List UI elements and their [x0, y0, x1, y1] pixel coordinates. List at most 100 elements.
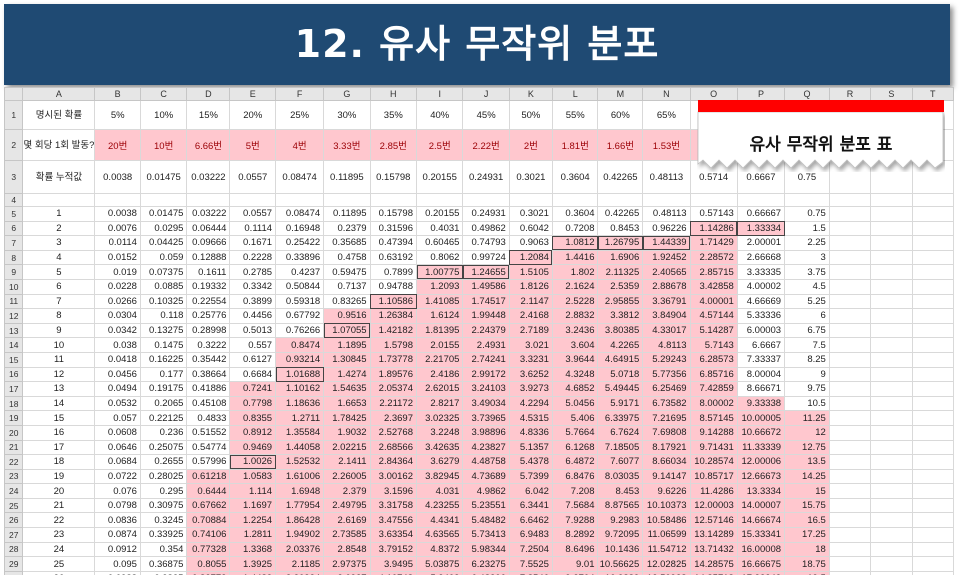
- value-cell[interactable]: 0.03222: [186, 206, 231, 222]
- value-cell[interactable]: 11.25: [784, 410, 830, 426]
- column-header[interactable]: B: [94, 87, 141, 101]
- value-cell[interactable]: 3.36791: [642, 293, 691, 310]
- value-cell[interactable]: 9.72095: [597, 527, 644, 543]
- value-cell[interactable]: 1.3368: [229, 541, 277, 558]
- value-cell[interactable]: 4.9862: [462, 483, 510, 499]
- value-cell[interactable]: 0.67662: [186, 497, 231, 514]
- value-cell[interactable]: 0.8355: [229, 410, 277, 426]
- value-cell[interactable]: 4.73689: [462, 468, 510, 485]
- value-cell[interactable]: 12.00003: [689, 497, 738, 514]
- value-cell[interactable]: 1.14286: [689, 220, 738, 237]
- value-cell[interactable]: 2.1147: [508, 293, 553, 310]
- row-header[interactable]: 3: [4, 160, 24, 194]
- value-cell[interactable]: 0.3021: [508, 206, 553, 222]
- value-cell[interactable]: 2.0155: [415, 337, 464, 353]
- value-cell[interactable]: 16.66675: [736, 556, 786, 572]
- value-cell[interactable]: 2.20324: [275, 570, 325, 575]
- value-cell[interactable]: 4.4341: [415, 512, 464, 529]
- empty-cell[interactable]: [689, 193, 738, 207]
- row-header[interactable]: 4: [4, 193, 24, 207]
- empty-cell[interactable]: [870, 556, 913, 572]
- value-cell[interactable]: 13.71432: [689, 541, 738, 558]
- trial-number-cell[interactable]: 6: [22, 278, 96, 295]
- value-cell[interactable]: 0.94788: [369, 278, 418, 295]
- value-cell[interactable]: 3.3231: [508, 351, 553, 368]
- value-cell[interactable]: 0.0456: [94, 366, 141, 383]
- value-cell[interactable]: 0.07375: [139, 264, 188, 280]
- value-cell[interactable]: 5.25: [784, 293, 830, 310]
- value-cell[interactable]: 14.28575: [689, 556, 738, 572]
- header-value-cell[interactable]: 20%: [229, 100, 277, 130]
- empty-cell[interactable]: [911, 220, 954, 237]
- empty-cell[interactable]: [828, 206, 872, 222]
- value-cell[interactable]: 8.66671: [736, 381, 786, 397]
- trial-number-cell[interactable]: 10: [22, 337, 96, 353]
- value-cell[interactable]: 1.92452: [642, 249, 691, 266]
- value-cell[interactable]: 5.1357: [508, 439, 553, 456]
- value-cell[interactable]: 0.77328: [186, 541, 231, 558]
- value-cell[interactable]: 3.84904: [642, 308, 691, 324]
- value-cell[interactable]: 0.75: [784, 206, 830, 222]
- trial-number-cell[interactable]: 13: [22, 381, 96, 397]
- empty-cell[interactable]: [870, 193, 913, 207]
- empty-cell[interactable]: [828, 366, 872, 383]
- empty-cell[interactable]: [911, 454, 954, 470]
- value-cell[interactable]: 2.3697: [369, 410, 418, 426]
- empty-cell[interactable]: [828, 512, 872, 529]
- value-cell[interactable]: 1.52532: [275, 454, 325, 470]
- empty-cell[interactable]: [828, 351, 872, 368]
- value-cell[interactable]: 0.11895: [323, 206, 371, 222]
- value-cell[interactable]: 3.2436: [551, 322, 599, 339]
- value-cell[interactable]: 0.06444: [186, 220, 231, 237]
- value-cell[interactable]: 4.8372: [415, 541, 464, 558]
- value-cell[interactable]: 2.88678: [642, 278, 691, 295]
- value-cell[interactable]: 0.25776: [186, 308, 231, 324]
- value-cell[interactable]: 6.33975: [597, 410, 644, 426]
- value-cell[interactable]: 0.33925: [139, 527, 188, 543]
- row-label-cell[interactable]: 명시된 확률: [22, 100, 96, 130]
- value-cell[interactable]: 4.5: [784, 278, 830, 295]
- value-cell[interactable]: 2.4931: [462, 337, 510, 353]
- value-cell[interactable]: 3.00162: [369, 468, 418, 485]
- value-cell[interactable]: 1.802: [551, 264, 599, 280]
- value-cell[interactable]: 1.6906: [597, 249, 644, 266]
- value-cell[interactable]: 0.0228: [94, 278, 141, 295]
- value-cell[interactable]: 0.0988: [94, 570, 141, 575]
- value-cell[interactable]: 1.94902: [275, 527, 325, 543]
- empty-cell[interactable]: [642, 193, 691, 207]
- row-header[interactable]: 28: [4, 541, 24, 558]
- value-cell[interactable]: 0.5013: [229, 322, 277, 339]
- empty-cell[interactable]: [369, 193, 418, 207]
- value-cell[interactable]: 6.48206: [462, 570, 510, 575]
- value-cell[interactable]: 4.64915: [597, 351, 644, 368]
- value-cell[interactable]: 0.76266: [275, 322, 325, 339]
- value-cell[interactable]: 10.1436: [597, 541, 644, 558]
- value-cell[interactable]: 2.00001: [736, 235, 786, 251]
- row-label-cell[interactable]: 확률 누적값: [22, 160, 96, 194]
- header-value-cell[interactable]: 5%: [94, 100, 141, 130]
- value-cell[interactable]: 0.28025: [139, 468, 188, 485]
- value-cell[interactable]: 3.3812: [597, 308, 644, 324]
- value-cell[interactable]: 2.4186: [415, 366, 464, 383]
- value-cell[interactable]: 0.12888: [186, 249, 231, 266]
- row-header[interactable]: 7: [4, 235, 24, 251]
- value-cell[interactable]: 9: [784, 366, 830, 383]
- value-cell[interactable]: 0.16225: [139, 351, 188, 368]
- column-header[interactable]: D: [186, 87, 231, 101]
- value-cell[interactable]: 2.05374: [369, 381, 418, 397]
- value-cell[interactable]: 1.86428: [275, 512, 325, 529]
- header-value-cell[interactable]: 55%: [551, 100, 599, 130]
- value-cell[interactable]: 1.2811: [229, 527, 277, 543]
- value-cell[interactable]: 0.13275: [139, 322, 188, 339]
- row-header[interactable]: 6: [4, 220, 24, 237]
- value-cell[interactable]: 0.01475: [139, 206, 188, 222]
- value-cell[interactable]: 2.24379: [462, 322, 510, 339]
- value-cell[interactable]: 0.96226: [642, 220, 691, 237]
- value-cell[interactable]: 14.85718: [689, 570, 738, 575]
- value-cell[interactable]: 2.40565: [642, 264, 691, 280]
- value-cell[interactable]: 6.00003: [736, 322, 786, 339]
- empty-cell[interactable]: [508, 193, 553, 207]
- value-cell[interactable]: 1.81395: [415, 322, 464, 339]
- value-cell[interactable]: 0.30975: [139, 497, 188, 514]
- row-header[interactable]: 19: [4, 410, 24, 426]
